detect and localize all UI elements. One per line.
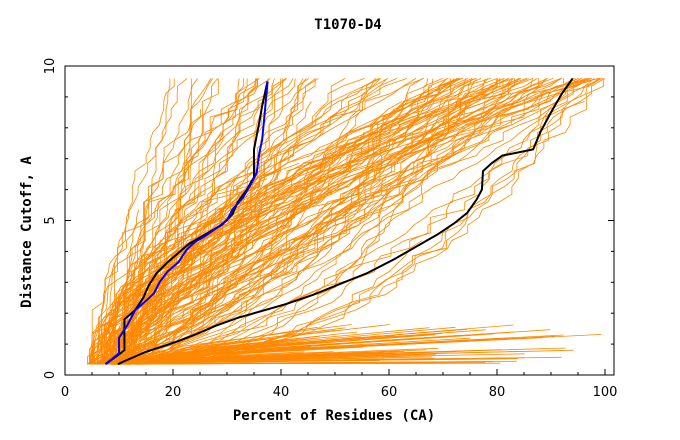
model-curve: [103, 78, 175, 365]
model-curve: [105, 78, 546, 365]
model-curve: [120, 78, 473, 365]
model-curve: [113, 78, 459, 365]
model-curve: [97, 78, 575, 365]
model-curve: [107, 78, 605, 365]
model-curve: [103, 247, 197, 365]
model-curve: [115, 329, 486, 365]
model-curve: [96, 78, 521, 365]
y-axis-label: Distance Cutoff, A: [19, 156, 35, 308]
y-tick-label: 0: [43, 371, 58, 379]
model-curve: [104, 78, 561, 365]
model-curve: [92, 78, 269, 365]
model-curve: [89, 78, 260, 365]
model-curve: [132, 336, 361, 365]
model-curve: [114, 101, 432, 365]
x-tick-label: 40: [273, 385, 290, 400]
model-curve: [103, 78, 582, 365]
model-curve: [105, 78, 588, 365]
model-curve: [120, 338, 313, 365]
series-line-1: [117, 77, 574, 366]
model-curve: [104, 78, 606, 365]
model-curve: [127, 78, 473, 365]
model-curve: [100, 78, 377, 365]
model-curve: [107, 78, 497, 365]
model-curve: [127, 78, 245, 365]
model-curve: [138, 329, 551, 365]
model-curve: [126, 139, 359, 365]
x-tick-label: 80: [489, 385, 506, 400]
y-tick-label: 5: [43, 216, 58, 224]
model-curve: [86, 132, 365, 365]
model-curve: [129, 247, 307, 365]
model-curve: [120, 78, 562, 365]
model-curve: [89, 78, 288, 365]
model-curve: [119, 327, 346, 365]
model-curve: [122, 78, 592, 365]
model-curve: [91, 78, 527, 365]
x-tick-label: 20: [165, 385, 182, 400]
model-curve: [97, 78, 408, 365]
model-curve: [90, 78, 380, 365]
x-axis-label: Percent of Residues (CA): [233, 408, 435, 424]
model-curve: [119, 78, 586, 365]
x-tick-label: 100: [593, 385, 618, 400]
model-curve: [123, 78, 304, 365]
model-curve: [108, 78, 599, 365]
model-curve: [135, 360, 517, 365]
series-line-2: [104, 81, 269, 366]
model-curve: [118, 271, 207, 365]
x-tick-label: 0: [61, 385, 69, 400]
chart-title: T1070-D4: [314, 17, 381, 33]
model-curve: [87, 78, 591, 365]
model-curve: [127, 326, 318, 365]
highlight-series: [104, 77, 574, 366]
model-curve: [92, 78, 188, 365]
background-model-curves: [86, 78, 606, 365]
model-curve: [100, 139, 369, 365]
model-curve: [87, 178, 268, 365]
y-axis: 0 5 10: [43, 58, 614, 379]
model-curve: [89, 78, 522, 365]
model-curve: [115, 78, 424, 365]
x-tick-label: 60: [381, 385, 398, 400]
model-curve: [107, 78, 258, 365]
model-curve: [127, 78, 346, 365]
model-curve: [98, 78, 259, 365]
model-curve: [107, 78, 376, 365]
y-tick-label: 10: [43, 58, 58, 75]
model-curve: [119, 78, 287, 365]
series-line-3: [104, 81, 269, 365]
x-axis: 0 20 40 60 80 100: [61, 369, 618, 400]
model-curve: [128, 78, 600, 365]
model-curve: [116, 78, 564, 365]
model-curve: [127, 78, 316, 365]
model-curve: [123, 346, 312, 365]
model-curve: [132, 109, 201, 365]
model-curve: [104, 78, 307, 365]
model-curve: [129, 78, 469, 365]
model-curve: [111, 178, 416, 365]
